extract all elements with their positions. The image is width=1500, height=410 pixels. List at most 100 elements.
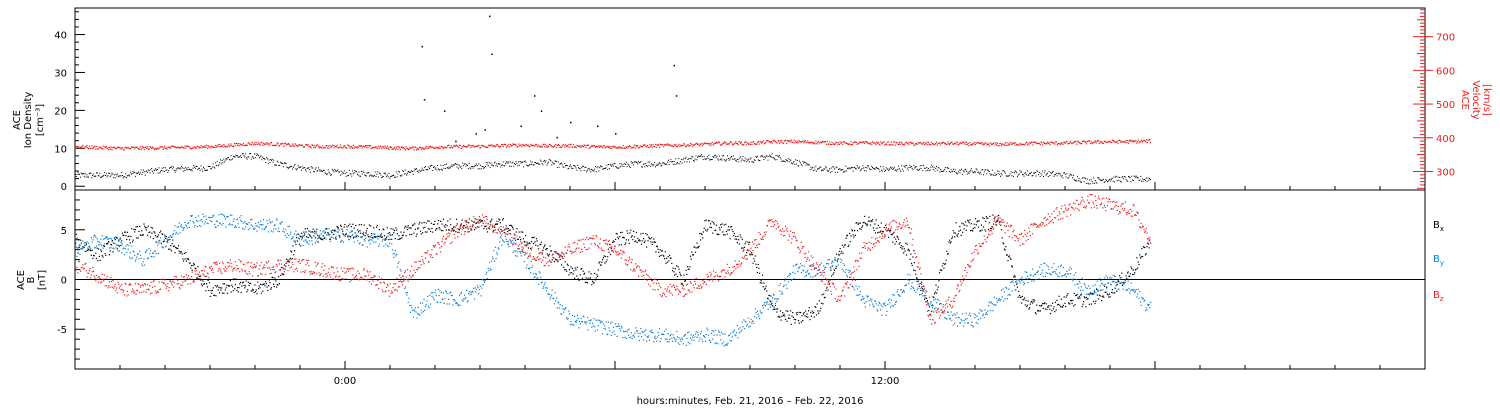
ion-density-point bbox=[640, 161, 642, 163]
velocity-point bbox=[766, 140, 768, 142]
bx-point bbox=[774, 304, 776, 306]
bx-point bbox=[874, 223, 876, 225]
velocity-point bbox=[282, 143, 284, 145]
by-point bbox=[199, 219, 201, 221]
velocity-point bbox=[185, 147, 187, 149]
by-point bbox=[221, 213, 224, 215]
velocity-point bbox=[368, 145, 370, 147]
ion-density-point bbox=[564, 163, 566, 164]
velocity-point bbox=[922, 143, 924, 145]
bx-point bbox=[484, 225, 486, 227]
bx-point bbox=[925, 301, 927, 303]
by-point bbox=[237, 223, 239, 225]
velocity-point bbox=[1113, 140, 1115, 142]
by-point bbox=[426, 300, 428, 302]
velocity-point bbox=[780, 141, 782, 143]
bx-point bbox=[1062, 306, 1064, 308]
velocity-point bbox=[1012, 142, 1014, 144]
ion-density-point bbox=[1124, 176, 1126, 178]
ion-density-point bbox=[1023, 175, 1025, 177]
velocity-point bbox=[774, 140, 776, 142]
velocity-point bbox=[539, 146, 541, 148]
velocity-point bbox=[573, 144, 575, 146]
velocity-point bbox=[801, 140, 803, 142]
by-point bbox=[495, 257, 497, 260]
velocity-point bbox=[352, 147, 354, 149]
ion-density-point bbox=[798, 165, 800, 167]
ion-density-point bbox=[663, 162, 665, 164]
velocity-point bbox=[838, 142, 840, 144]
ion-density-point bbox=[848, 167, 850, 169]
ion-density-point bbox=[535, 162, 537, 163]
velocity-point bbox=[302, 146, 304, 148]
ion-density-point bbox=[432, 170, 434, 171]
velocity-point bbox=[694, 143, 696, 145]
ion-density-point bbox=[183, 167, 185, 169]
velocity-point bbox=[384, 145, 386, 147]
velocity-point bbox=[675, 143, 677, 145]
ion-density-point bbox=[1002, 170, 1004, 172]
velocity-point bbox=[612, 145, 614, 147]
velocity-point bbox=[357, 146, 359, 148]
ion-density-point bbox=[510, 161, 511, 163]
ion-density-point bbox=[1142, 180, 1144, 182]
by-point bbox=[399, 274, 401, 276]
bx-point bbox=[856, 230, 859, 232]
bx-point bbox=[751, 254, 753, 256]
bx-point bbox=[997, 219, 999, 221]
density-tick-label: 0 bbox=[61, 182, 67, 193]
bx-point bbox=[109, 250, 111, 252]
velocity-point bbox=[1038, 142, 1040, 144]
ion-density-point bbox=[579, 168, 581, 170]
bx-point bbox=[198, 278, 200, 280]
velocity-point bbox=[1088, 140, 1090, 142]
bx-point bbox=[369, 236, 371, 238]
by-point bbox=[124, 248, 126, 250]
ion-density-point bbox=[722, 155, 724, 157]
ion-density-point bbox=[538, 163, 540, 165]
by-point bbox=[277, 230, 279, 232]
ion-density-point bbox=[740, 156, 741, 158]
bx-point bbox=[372, 237, 374, 239]
bx-point bbox=[1022, 299, 1024, 301]
ion-density-point bbox=[998, 171, 1000, 172]
ion-density-point bbox=[1006, 175, 1008, 177]
ion-density-point bbox=[281, 162, 283, 164]
velocity-point bbox=[592, 144, 594, 147]
velocity-point bbox=[354, 146, 356, 148]
bx-point bbox=[883, 227, 885, 229]
velocity-point bbox=[122, 149, 124, 151]
ion-density-point bbox=[1064, 173, 1066, 175]
velocity-point bbox=[757, 141, 759, 143]
velocity-point bbox=[925, 143, 927, 145]
ion-density-point bbox=[518, 161, 520, 163]
velocity-point bbox=[387, 147, 389, 149]
velocity-point bbox=[206, 144, 208, 146]
by-point bbox=[517, 245, 519, 247]
ion-density-point bbox=[424, 166, 426, 168]
ion-density-point bbox=[92, 173, 94, 175]
bx-point bbox=[878, 231, 880, 233]
ion-density-point bbox=[163, 167, 165, 169]
velocity-point bbox=[421, 147, 423, 149]
by-point bbox=[423, 298, 425, 301]
velocity-point bbox=[971, 144, 973, 146]
velocity-point bbox=[1036, 143, 1038, 145]
by-point bbox=[437, 288, 440, 290]
velocity-point bbox=[388, 148, 390, 150]
bx-point bbox=[213, 294, 215, 296]
velocity-point bbox=[646, 146, 648, 148]
ion-density-point bbox=[527, 165, 528, 167]
ion-density-point bbox=[484, 167, 485, 169]
velocity-point bbox=[327, 145, 329, 147]
ion-density-point bbox=[471, 166, 473, 168]
bx-point bbox=[263, 283, 265, 285]
ion-density-point bbox=[1045, 174, 1047, 176]
velocity-point bbox=[923, 144, 926, 146]
velocity-point bbox=[1013, 142, 1015, 144]
bx-point bbox=[730, 225, 733, 228]
ion-density-point bbox=[395, 171, 397, 173]
velocity-point bbox=[786, 142, 788, 144]
velocity-point bbox=[808, 142, 811, 144]
by-point bbox=[347, 234, 349, 237]
